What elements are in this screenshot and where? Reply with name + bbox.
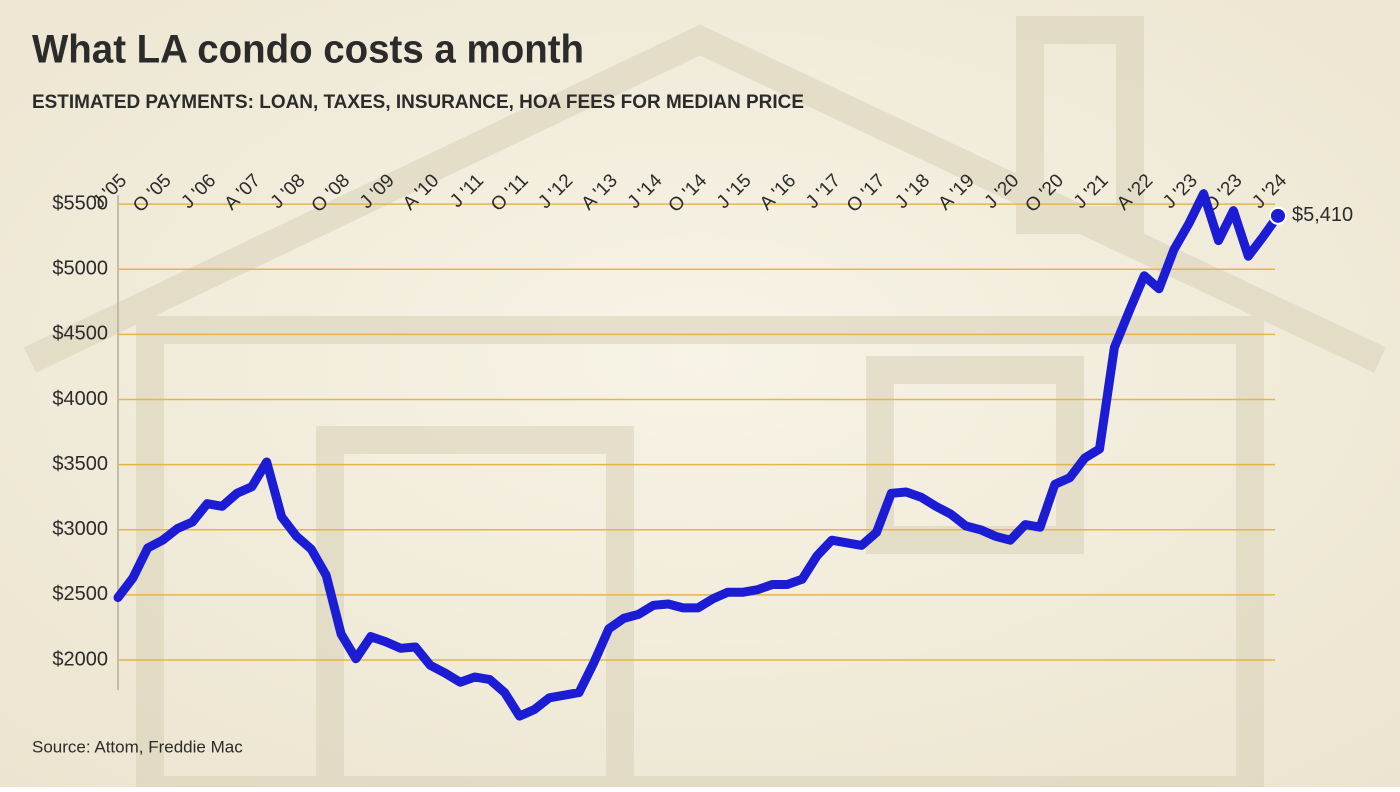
y-tick-label: $3000 — [52, 518, 108, 540]
y-tick-label: $3500 — [52, 453, 108, 475]
y-tick-label: $4000 — [52, 388, 108, 410]
y-tick-label: $2500 — [52, 583, 108, 605]
chart-subtitle: ESTIMATED PAYMENTS: LOAN, TAXES, INSURAN… — [32, 92, 804, 113]
y-tick-label: $2000 — [52, 648, 108, 670]
y-tick-label: $5500 — [52, 192, 108, 214]
data-line — [113, 189, 1283, 721]
y-tick-label: $4500 — [52, 323, 108, 345]
y-tick-label: $5000 — [52, 258, 108, 280]
data-label: $5,410 — [1292, 204, 1353, 226]
end-point — [1269, 206, 1287, 225]
chart-title: What LA condo costs a month — [32, 28, 584, 72]
source-note: Source: Attom, Freddie Mac — [32, 737, 243, 756]
